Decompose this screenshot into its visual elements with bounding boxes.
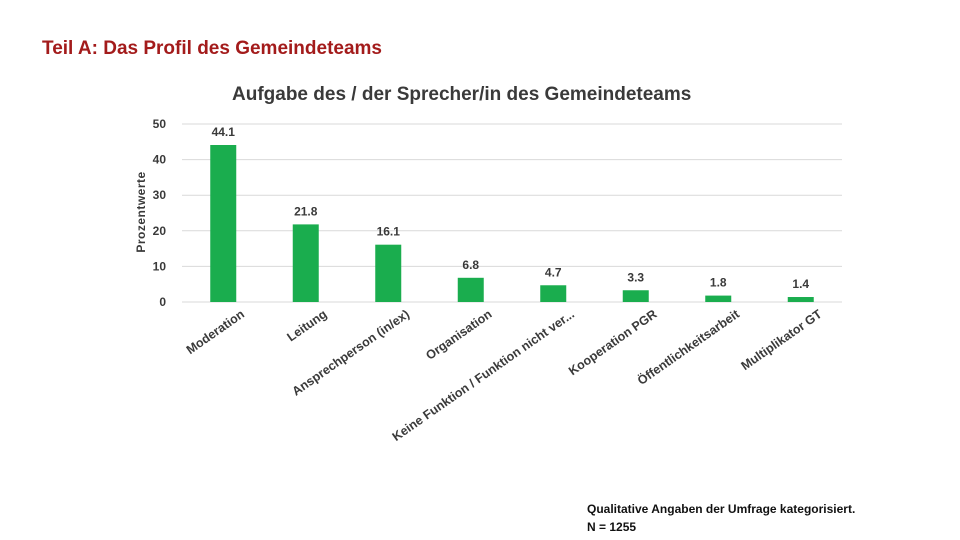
y-tick-label: 40 <box>153 153 167 167</box>
footnote-line-2: N = 1255 <box>587 520 637 534</box>
chart-title: Aufgabe des / der Sprecher/in des Gemein… <box>232 84 692 105</box>
gridlines <box>182 123 842 303</box>
x-tick-label: Leitung <box>284 307 329 344</box>
bar <box>787 297 814 302</box>
y-tick-label: 0 <box>159 295 166 309</box>
footnote: Qualitative Angaben der Umfrage kategori… <box>587 500 855 536</box>
bar <box>705 295 732 302</box>
y-tick-label: 10 <box>153 259 167 273</box>
bar <box>540 285 567 302</box>
x-tick-label: Moderation <box>184 307 247 357</box>
data-label: 21.8 <box>294 204 318 218</box>
data-label: 3.3 <box>627 270 644 284</box>
y-tick-labels: 0 10 20 30 40 50 <box>153 117 167 309</box>
footnote-line-1: Qualitative Angaben der Umfrage kategori… <box>587 502 856 516</box>
bar <box>292 224 319 302</box>
y-tick-label: 30 <box>153 188 167 202</box>
y-tick-label: 50 <box>153 117 167 131</box>
x-tick-label: Organisation <box>423 307 494 363</box>
x-tick-label: Kooperation PGR <box>566 307 659 378</box>
bar <box>210 145 237 302</box>
bar <box>457 277 484 302</box>
y-tick-label: 20 <box>153 224 167 238</box>
data-label: 1.8 <box>710 276 727 290</box>
bar <box>622 290 649 302</box>
bar <box>375 244 402 302</box>
data-label: 6.8 <box>462 258 479 272</box>
bars <box>210 145 814 302</box>
x-tick-label: Keine Funktion / Funktion nicht ver... <box>390 307 577 444</box>
data-label: 1.4 <box>792 277 809 291</box>
page-title: Teil A: Das Profil des Gemeindeteams <box>42 38 382 59</box>
y-axis-label: Prozentwerte <box>134 171 148 252</box>
data-label: 16.1 <box>377 225 401 239</box>
data-label: 44.1 <box>212 125 236 139</box>
data-label: 4.7 <box>545 265 562 279</box>
data-labels: 44.1 21.8 16.1 6.8 4.7 3.3 1.8 1.4 <box>212 125 810 291</box>
x-tick-label: Multiplikator GT <box>739 307 825 373</box>
